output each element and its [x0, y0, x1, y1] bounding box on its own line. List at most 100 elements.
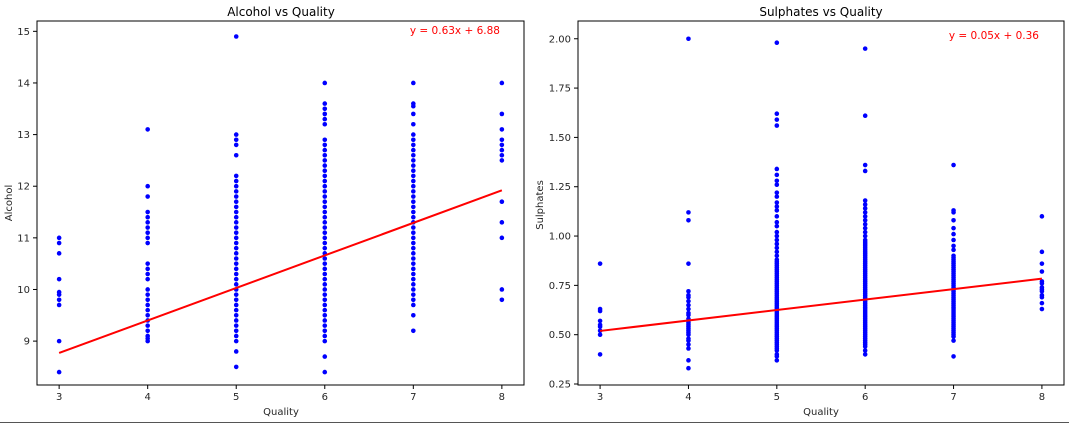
data-point	[411, 240, 416, 246]
data-point	[233, 302, 239, 308]
data-point	[322, 297, 328, 303]
data-point	[145, 312, 150, 318]
data-point	[411, 189, 416, 194]
data-point	[233, 292, 239, 297]
data-point	[233, 297, 239, 303]
data-point	[233, 256, 239, 261]
data-point	[322, 287, 328, 292]
data-point	[862, 198, 868, 203]
data-point	[145, 302, 150, 308]
data-point	[774, 257, 780, 263]
data-point	[411, 163, 416, 168]
data-point	[499, 142, 505, 148]
data-point	[56, 235, 62, 241]
x-tick-label: 4	[144, 392, 150, 403]
data-point	[56, 297, 62, 303]
data-point	[774, 178, 780, 184]
data-point	[686, 306, 691, 312]
data-point	[774, 200, 780, 205]
data-point	[951, 237, 956, 243]
data-point	[322, 302, 328, 308]
data-point	[774, 166, 780, 172]
data-point	[411, 271, 416, 277]
data-point	[1039, 214, 1045, 219]
data-point	[145, 287, 150, 292]
data-point	[686, 358, 691, 363]
data-point	[774, 358, 780, 363]
y-axis-label: Sulphates	[535, 180, 546, 230]
data-point	[322, 214, 328, 220]
data-point	[322, 292, 328, 297]
data-point	[56, 289, 62, 295]
data-point	[56, 369, 62, 375]
data-point	[233, 240, 239, 246]
y-axis-label: Alcohol	[4, 185, 15, 221]
data-point	[233, 194, 239, 199]
data-point	[322, 101, 328, 106]
data-point	[322, 266, 328, 272]
data-point	[233, 152, 239, 158]
data-point	[499, 80, 505, 86]
data-point	[322, 261, 328, 266]
y-tick-label: 12	[17, 182, 30, 193]
data-point	[322, 369, 328, 375]
data-point	[322, 142, 328, 148]
y-tick-label: 1.75	[549, 84, 571, 95]
data-point	[862, 348, 868, 353]
data-point	[951, 162, 956, 168]
data-point	[411, 251, 416, 256]
data-point	[411, 328, 416, 334]
chart-title: Alcohol vs Quality	[227, 5, 335, 19]
regression-line	[599, 277, 1043, 332]
data-point	[233, 312, 239, 318]
data-point	[1039, 269, 1045, 274]
data-point	[233, 349, 239, 354]
data-point	[145, 271, 150, 277]
data-point	[499, 287, 505, 292]
data-point	[322, 235, 328, 241]
data-point	[322, 338, 328, 344]
data-point	[322, 230, 328, 235]
plot-frame	[36, 20, 525, 386]
data-point	[686, 298, 691, 304]
data-point	[862, 113, 868, 118]
regression-equation: y = 0.63x + 6.88	[410, 25, 500, 37]
data-point	[686, 288, 691, 294]
data-point	[322, 220, 328, 225]
data-point	[951, 208, 956, 213]
data-point	[322, 189, 328, 194]
data-point	[56, 302, 62, 308]
data-point	[686, 302, 691, 308]
data-point	[774, 233, 780, 239]
data-point	[411, 302, 416, 308]
data-point	[233, 235, 239, 241]
x-tick-label: 5	[233, 392, 239, 403]
data-point	[774, 123, 780, 128]
data-point	[411, 137, 416, 143]
data-point	[862, 225, 868, 231]
y-tick-label: 13	[17, 130, 30, 141]
y-tick-label: 14	[17, 78, 30, 89]
data-point	[322, 183, 328, 189]
data-point	[499, 158, 505, 163]
data-point	[411, 209, 416, 215]
data-point	[774, 204, 780, 209]
data-point	[774, 111, 780, 117]
data-point	[322, 168, 328, 174]
data-point	[145, 183, 150, 189]
data-point	[862, 233, 868, 239]
plot-frame	[577, 20, 1065, 386]
data-point	[774, 194, 780, 199]
data-point	[322, 256, 328, 261]
data-point	[233, 183, 239, 189]
data-point	[322, 240, 328, 246]
data-point	[145, 276, 150, 282]
data-point	[322, 271, 328, 277]
data-point	[411, 121, 416, 127]
data-point	[411, 235, 416, 241]
data-point	[145, 266, 150, 272]
regression-line-group	[599, 277, 1043, 332]
data-point	[862, 202, 868, 207]
